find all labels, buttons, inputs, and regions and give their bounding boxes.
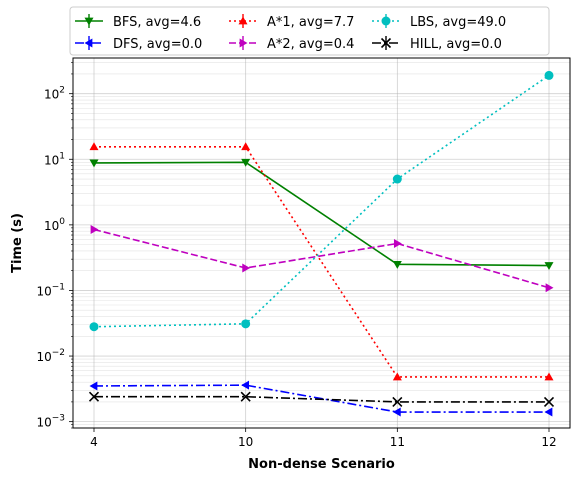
legend-label: DFS, avg=0.0 <box>113 37 202 52</box>
series-point <box>544 372 554 381</box>
series-point <box>241 319 251 329</box>
legend-box <box>69 6 550 56</box>
series-point <box>544 407 553 417</box>
y-tick-label: 10−2 <box>36 348 65 364</box>
legend-entry: A*2, avg=0.4 <box>229 36 354 52</box>
series-line <box>94 395 549 403</box>
legend-marker <box>84 38 93 48</box>
y-tick-label: 100 <box>44 217 65 233</box>
series-point <box>89 381 98 391</box>
series-point <box>393 238 402 248</box>
y-tick-label: 10−3 <box>36 414 65 430</box>
series-point <box>240 391 251 402</box>
series-line <box>93 228 550 289</box>
legend-marker <box>239 38 248 48</box>
series-point <box>392 396 403 407</box>
legend-label: LBS, avg=49.0 <box>410 15 506 30</box>
legend-label: BFS, avg=4.6 <box>113 15 201 30</box>
series-line <box>93 161 550 267</box>
y-tick-label: 102 <box>44 86 65 102</box>
legend-entry: DFS, avg=0.0 <box>75 36 202 52</box>
series-point <box>89 322 99 332</box>
series-line <box>93 74 550 328</box>
legend: BFS, avg=4.6 DFS, avg=0.0 A*1, avg=7.7 A*2,… <box>69 6 550 56</box>
legend-entry: A*1, avg=7.7 <box>229 14 354 30</box>
y-axis-label: Time (s) <box>10 213 25 273</box>
series-point <box>545 283 554 293</box>
series-point <box>88 391 100 402</box>
series-point <box>544 262 554 271</box>
x-tick-label: 10 <box>238 435 253 449</box>
series-point <box>90 224 99 234</box>
series-point <box>89 142 99 151</box>
plot-frame <box>72 57 571 429</box>
series-point <box>392 407 401 417</box>
legend-entry: LBS, avg=49.0 <box>372 14 506 30</box>
legend-marker <box>238 16 248 25</box>
legend-marker <box>381 16 391 26</box>
y-tick-label: 101 <box>44 151 65 167</box>
x-tick-label: 4 <box>90 435 98 449</box>
series-point <box>241 158 251 167</box>
legend-entry: HILL, avg=0.0 <box>372 36 502 52</box>
grid <box>73 58 570 429</box>
series-point <box>392 174 402 184</box>
series-point <box>241 142 251 151</box>
series-point <box>392 260 402 269</box>
series-point <box>241 380 250 390</box>
legend-label: A*1, avg=7.7 <box>267 15 354 30</box>
legend-label: HILL, avg=0.0 <box>410 37 502 52</box>
x-axis-label: Non-dense Scenario <box>248 457 395 472</box>
y-tick-label: 10−1 <box>36 282 65 298</box>
series-point <box>89 159 99 168</box>
series-point <box>242 263 251 273</box>
x-ticks: 4 10 11 12 <box>90 428 557 449</box>
legend-entry: BFS, avg=4.6 <box>75 14 201 30</box>
y-ticks: 10−3 10−2 10−1 100 101 102 <box>36 62 73 430</box>
series-point <box>392 372 402 381</box>
legend-label: A*2, avg=0.4 <box>267 37 354 52</box>
series-line <box>94 145 549 378</box>
series-lines <box>93 74 550 413</box>
series-point <box>543 396 555 407</box>
series-point <box>544 70 554 80</box>
legend-marker <box>84 17 94 26</box>
x-tick-label: 11 <box>390 435 405 449</box>
series-markers <box>88 70 555 417</box>
x-tick-label: 12 <box>541 435 556 449</box>
legend-marker <box>380 37 392 49</box>
